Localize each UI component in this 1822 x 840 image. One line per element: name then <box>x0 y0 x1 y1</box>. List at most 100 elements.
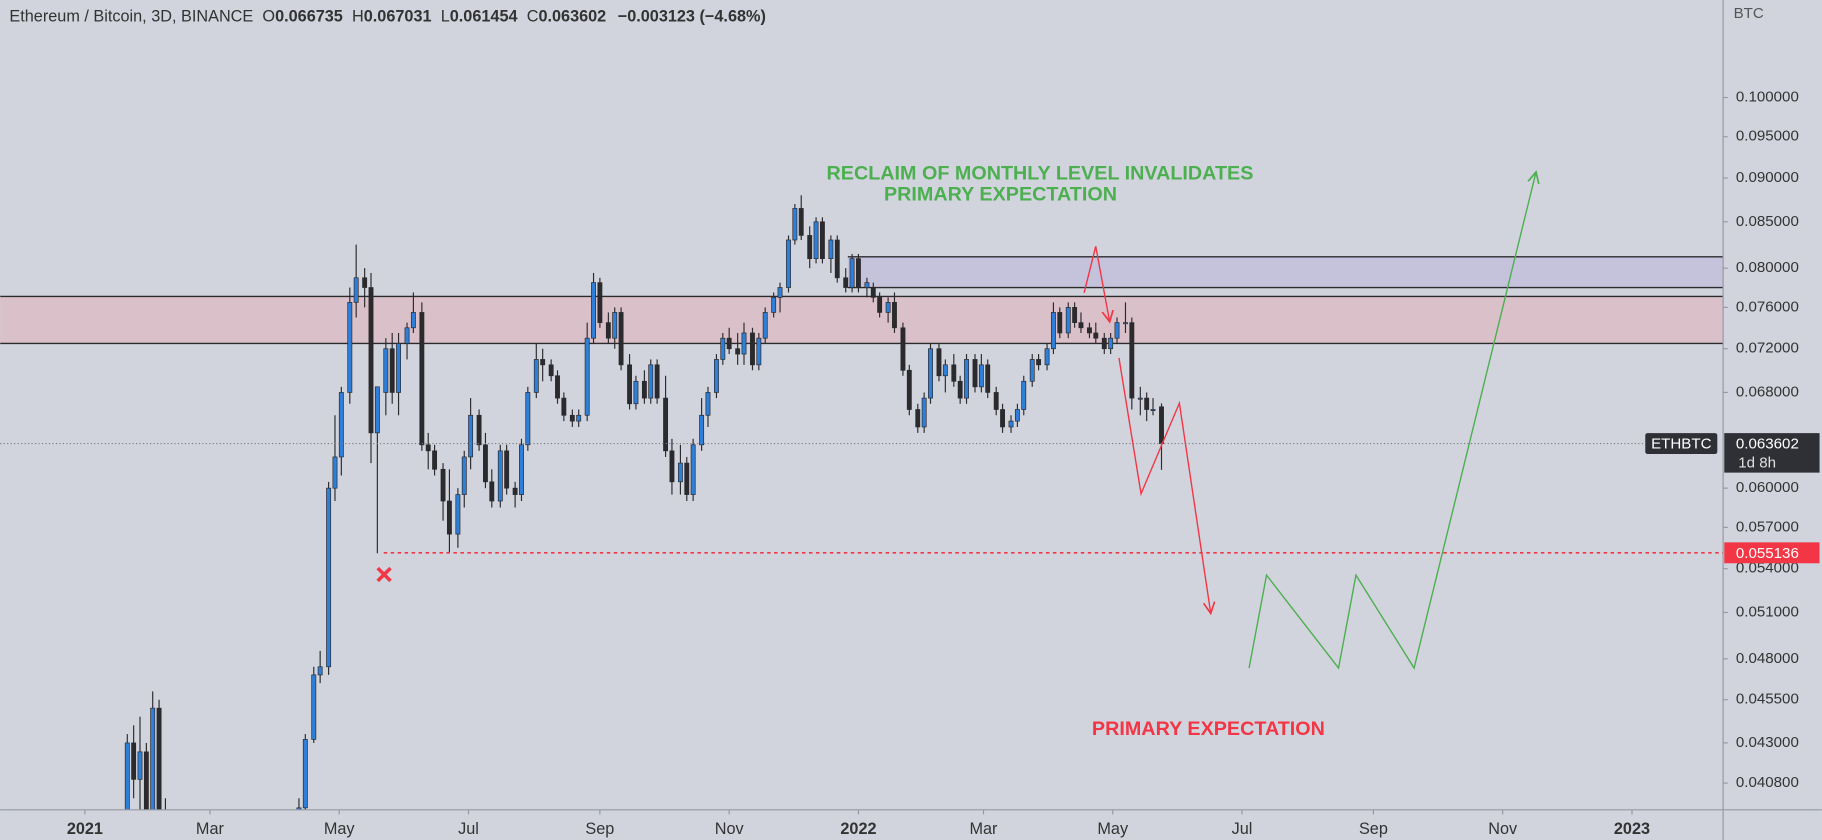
candle-body <box>383 348 389 393</box>
candle-body <box>843 277 849 288</box>
candle-body <box>476 414 482 446</box>
close-value: 0.063602 <box>538 8 606 26</box>
candle-body <box>906 369 912 410</box>
candle-body <box>819 221 825 260</box>
candle-body <box>654 364 660 399</box>
candle-body <box>131 742 137 780</box>
candle-body <box>756 337 762 366</box>
candle-body <box>792 208 798 241</box>
candle-body <box>771 297 777 313</box>
candle-body <box>555 375 560 399</box>
candle-body <box>813 221 819 260</box>
candle-body <box>605 322 611 339</box>
candle-body <box>468 414 474 458</box>
y-tick-label: 0.057000 <box>1736 518 1799 535</box>
ohlc-label: L <box>441 8 450 26</box>
candle-body <box>641 380 647 399</box>
candle-body <box>735 348 741 355</box>
candle-body <box>374 386 380 434</box>
candle-body <box>777 287 783 298</box>
x-tick-label: Mar <box>196 820 225 838</box>
candle-body <box>1036 359 1042 366</box>
candle-body <box>347 302 353 393</box>
candle-body <box>807 235 813 260</box>
y-tick-label: 0.068000 <box>1736 383 1799 400</box>
candle-body <box>684 462 690 495</box>
candle-body <box>985 364 991 393</box>
change: −0.003123 (−4.68%) <box>618 8 766 26</box>
x-tick-label: Jul <box>1232 820 1253 838</box>
candle-body <box>877 297 883 313</box>
symbol: Ethereum / Bitcoin, 3D, BINANCE <box>9 8 253 26</box>
y-tick-label: 0.080000 <box>1736 259 1799 276</box>
candle-body <box>951 364 957 382</box>
candle-body <box>705 392 711 416</box>
candle-body <box>296 807 302 810</box>
price-badge <box>1724 433 1820 473</box>
candle-body <box>741 332 747 355</box>
x-tick-label: 2021 <box>67 820 103 838</box>
candle-body <box>1123 322 1128 325</box>
candle-body <box>504 450 510 489</box>
y-tick-label: 0.051000 <box>1736 603 1799 620</box>
candle-body <box>440 468 446 502</box>
candle-body <box>326 487 332 668</box>
x-tick-label: Sep <box>1359 820 1388 838</box>
y-tick-label: 0.054000 <box>1736 560 1799 577</box>
candle-body <box>1072 307 1078 323</box>
candle-body <box>419 312 425 446</box>
low-value: 0.061454 <box>450 8 518 26</box>
green-projection <box>1248 172 1536 670</box>
candle-body <box>569 414 575 422</box>
candle-body <box>548 364 554 377</box>
candle-body <box>461 456 467 495</box>
candle-body <box>699 414 705 446</box>
candle-body <box>396 343 401 393</box>
candle-body <box>786 239 791 288</box>
candle-body <box>576 414 582 422</box>
candle-body <box>446 500 452 535</box>
candle-body <box>561 397 567 416</box>
unit-label: BTC <box>1734 5 1764 22</box>
candle-body <box>921 397 927 428</box>
candle-body <box>714 359 719 393</box>
candle-body <box>993 392 999 410</box>
candle-body <box>720 337 726 360</box>
zone <box>0 296 1724 344</box>
candle-body <box>389 348 395 393</box>
price-badge-label: 0.063602 <box>1736 436 1799 453</box>
candle-body <box>597 282 603 323</box>
ohlc-label: C <box>527 8 539 26</box>
candle-body <box>1087 327 1092 334</box>
candle-body <box>483 444 488 483</box>
ticker-badge <box>1645 433 1718 455</box>
candle-body <box>849 258 855 288</box>
candle-body <box>648 364 654 399</box>
candle-body <box>798 208 804 236</box>
annotation: PRIMARY EXPECTATION <box>884 183 1117 205</box>
candle-body <box>669 450 675 483</box>
candle-body <box>856 258 861 288</box>
candle-body <box>618 312 624 366</box>
ohlc-label: H <box>352 8 364 26</box>
y-tick-label: 0.085000 <box>1736 213 1799 230</box>
candle-body <box>1101 337 1107 350</box>
candle-body <box>1078 322 1084 329</box>
candle-body <box>677 462 683 483</box>
y-tick-label: 0.060000 <box>1736 479 1799 496</box>
candle-body <box>828 239 834 260</box>
candle-body <box>1008 420 1014 428</box>
candle-body <box>353 277 359 303</box>
candle-body <box>612 312 618 339</box>
countdown-label: 1d 8h <box>1738 454 1776 471</box>
y-tick-label: 0.100000 <box>1736 88 1799 105</box>
level-badge <box>1724 542 1820 564</box>
x-tick-label: May <box>1097 820 1129 838</box>
candle-body <box>972 359 978 388</box>
candle-body <box>1014 409 1020 422</box>
level-badge-label: 0.055136 <box>1736 545 1799 562</box>
y-tick-label: 0.048000 <box>1736 650 1799 667</box>
candle-body <box>137 751 143 780</box>
y-tick-label: 0.043000 <box>1736 734 1799 751</box>
